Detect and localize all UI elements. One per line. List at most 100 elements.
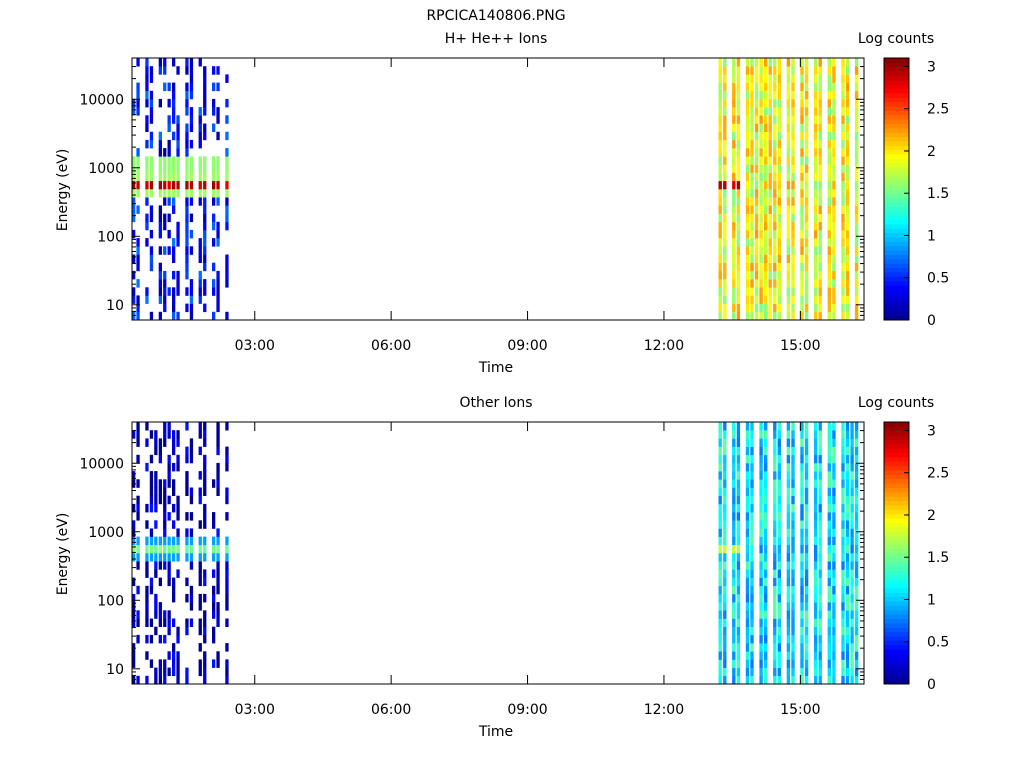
heatmap-cell xyxy=(203,593,207,603)
heatmap-cell xyxy=(786,561,791,570)
heatmap-cell xyxy=(804,229,809,239)
heatmap-cell xyxy=(718,123,722,132)
heatmap-cell xyxy=(163,659,167,668)
y-tick-label: 10000 xyxy=(79,92,124,108)
heatmap-cell xyxy=(718,643,722,652)
heatmap-cell xyxy=(736,667,741,677)
heatmap-cell xyxy=(718,279,722,288)
heatmap-cell xyxy=(768,270,772,280)
heatmap-cell xyxy=(850,462,854,472)
colorbar-segment xyxy=(884,210,909,216)
heatmap-cell xyxy=(773,544,777,554)
heatmap-cell xyxy=(172,98,176,108)
heatmap-cell xyxy=(841,66,845,75)
heatmap-cell xyxy=(845,254,850,263)
heatmap-cell xyxy=(845,270,850,280)
heatmap-cell xyxy=(759,585,763,595)
heatmap-cell xyxy=(818,58,822,67)
heatmap-cell xyxy=(827,438,831,447)
heatmap-cell xyxy=(759,512,763,521)
heatmap-cell xyxy=(145,82,149,92)
heatmap-cell xyxy=(818,262,822,272)
heatmap-cell xyxy=(745,471,750,480)
heatmap-cell xyxy=(203,626,207,636)
heatmap-cell xyxy=(850,618,854,627)
colorbar-segment xyxy=(884,154,909,159)
heatmap-cell xyxy=(176,430,180,439)
heatmap-cell xyxy=(736,189,741,198)
heatmap-cell xyxy=(163,295,167,304)
heatmap-cell xyxy=(773,422,777,431)
heatmap-cell xyxy=(845,98,850,108)
heatmap-cell xyxy=(176,454,180,464)
heatmap-cell xyxy=(167,553,171,562)
heatmap-cell xyxy=(777,246,781,255)
heatmap-cell xyxy=(850,471,854,480)
colorbar-segment xyxy=(884,439,909,445)
heatmap-cell xyxy=(225,454,229,464)
x-axis-label: Time xyxy=(478,360,513,376)
heatmap-cell xyxy=(225,189,229,198)
heatmap-cell xyxy=(132,172,136,182)
heatmap-cell xyxy=(764,189,768,198)
heatmap-cell xyxy=(759,262,763,272)
heatmap-cell xyxy=(723,610,727,619)
heatmap-cell xyxy=(158,156,162,165)
heatmap-cell xyxy=(145,238,149,247)
heatmap-cell xyxy=(754,311,759,321)
heatmap-cell xyxy=(167,479,171,488)
heatmap-cell xyxy=(750,213,754,223)
colorbar-segment xyxy=(884,289,909,295)
heatmap-cell xyxy=(764,156,768,165)
heatmap-cell xyxy=(814,602,818,611)
heatmap-cell xyxy=(167,148,171,157)
heatmap-cell xyxy=(225,197,229,206)
heatmap-cell xyxy=(145,213,149,223)
heatmap-cell xyxy=(172,82,176,92)
heatmap-cell xyxy=(832,495,836,505)
heatmap-cell xyxy=(185,675,189,685)
heatmap-cell xyxy=(800,544,804,554)
heatmap-cell xyxy=(832,107,836,116)
heatmap-cell xyxy=(172,303,176,313)
heatmap-cell xyxy=(773,172,777,182)
heatmap-cell xyxy=(845,430,850,439)
heatmap-cell xyxy=(198,659,202,668)
heatmap-cell xyxy=(827,454,831,464)
heatmap-cell xyxy=(773,189,777,198)
heatmap-cell xyxy=(791,651,795,660)
heatmap-cell xyxy=(841,487,845,496)
heatmap-cell xyxy=(189,74,194,83)
heatmap-cell xyxy=(841,651,845,660)
heatmap-cell xyxy=(754,172,759,182)
heatmap-cell xyxy=(814,295,818,304)
heatmap-cell xyxy=(818,205,822,214)
heatmap-cell xyxy=(132,311,136,321)
plot-frame xyxy=(131,57,865,321)
colorbar-segment xyxy=(884,670,909,676)
heatmap-cell xyxy=(212,213,216,223)
heatmap-cell xyxy=(718,422,722,431)
heatmap-cell xyxy=(777,471,781,480)
heatmap-cell xyxy=(804,131,809,141)
heatmap-cell xyxy=(172,659,176,668)
heatmap-cell xyxy=(814,422,818,431)
heatmap-cell xyxy=(827,229,831,239)
colorbar-tick-label: 3 xyxy=(927,59,936,75)
heatmap-cell xyxy=(759,98,763,108)
heatmap-cell xyxy=(777,262,781,272)
heatmap-cell xyxy=(750,115,754,124)
heatmap-cell xyxy=(854,626,859,636)
heatmap-cell xyxy=(773,462,777,472)
heatmap-cell xyxy=(718,205,722,214)
heatmap-cell xyxy=(185,221,189,231)
heatmap-cell xyxy=(198,618,202,627)
heatmap-cell xyxy=(827,189,831,198)
heatmap-cell xyxy=(845,536,850,546)
colorbar-segment xyxy=(884,184,909,190)
heatmap-cell xyxy=(827,66,831,75)
heatmap-cell xyxy=(745,172,750,182)
heatmap-cell xyxy=(750,156,754,165)
heatmap-cell xyxy=(172,287,176,296)
heatmap-cell xyxy=(723,454,727,464)
